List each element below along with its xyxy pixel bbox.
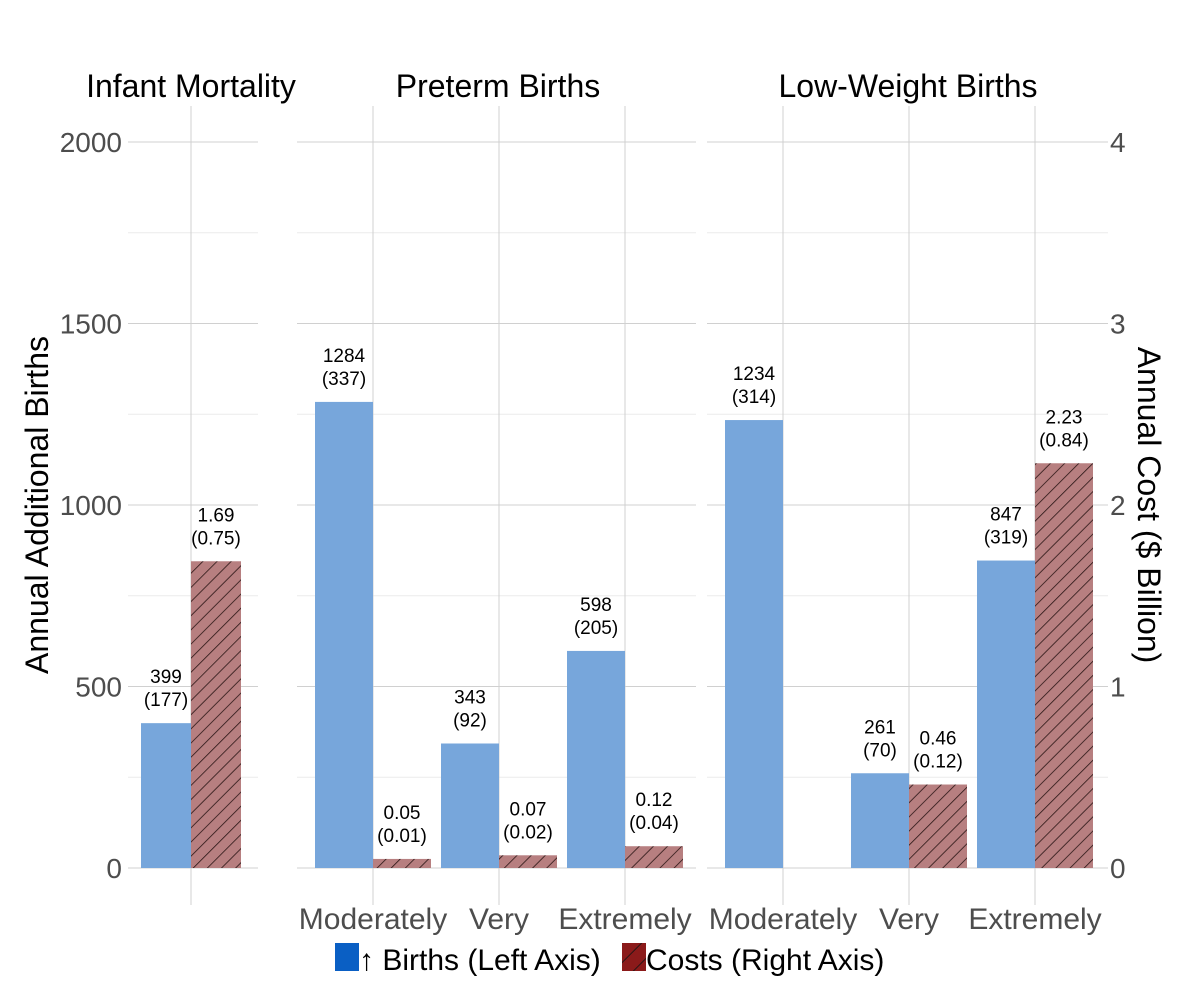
left-tick-label: 2000 [60, 127, 122, 158]
cost-bar [625, 846, 683, 868]
left-tick-label: 1500 [60, 309, 122, 340]
right-axis-title: Annual Cost ($ Billion) [1131, 347, 1167, 664]
panel-title: Low-Weight Births [778, 68, 1037, 104]
births-value-label: 1234 [733, 364, 776, 385]
cost-bar [373, 858, 431, 868]
cost-value-label: 2.23 [1046, 407, 1083, 428]
legend-births-label: ↑ Births (Left Axis) [359, 944, 601, 977]
births-bar [441, 743, 499, 868]
legend-costs-swatch [622, 943, 646, 971]
legend-costs-label: Costs (Right Axis) [646, 944, 884, 977]
cost-bar [1035, 463, 1093, 868]
cost-se-label: (0.12) [913, 752, 963, 773]
births-value-label: 261 [864, 717, 896, 738]
legend-births-swatch [335, 943, 359, 971]
births-value-label: 399 [150, 667, 182, 688]
left-tick-label: 1000 [60, 490, 122, 521]
right-tick-label: 4 [1110, 127, 1126, 158]
right-tick-label: 0 [1110, 853, 1126, 884]
births-value-label: 1284 [323, 346, 366, 367]
category-label: Moderately [709, 903, 857, 936]
births-se-label: (177) [144, 690, 188, 711]
category-label: Extremely [968, 903, 1101, 936]
births-bar [141, 723, 191, 868]
births-se-label: (92) [453, 710, 487, 731]
panel-title: Preterm Births [396, 68, 600, 104]
cost-value-label: 0.07 [510, 799, 547, 820]
births-se-label: (319) [984, 528, 1028, 549]
labels-layer: Infant Mortality 399(177) 1.69(0.75) Preter… [60, 68, 1126, 936]
births-se-label: (314) [732, 387, 776, 408]
births-value-label: 847 [990, 505, 1022, 526]
births-bar [315, 401, 373, 868]
cost-value-label: 0.46 [920, 729, 957, 750]
cost-value-label: 0.05 [384, 803, 421, 824]
left-axis-title: Annual Additional Births [19, 336, 55, 674]
births-se-label: (70) [863, 740, 897, 761]
legend: ↑ Births (Left Axis) Costs (Right Axis) [335, 943, 884, 977]
cost-value-label: 0.12 [636, 790, 673, 811]
left-tick-label: 0 [106, 853, 122, 884]
births-bar [851, 773, 909, 868]
births-se-label: (337) [322, 369, 366, 390]
cost-value-label: 1.69 [198, 505, 235, 526]
right-tick-label: 3 [1110, 309, 1126, 340]
right-tick-label: 2 [1110, 490, 1126, 521]
births-value-label: 598 [580, 595, 612, 616]
births-bar [567, 650, 625, 868]
cost-bar [499, 855, 557, 868]
category-label: Moderately [299, 903, 447, 936]
births-value-label: 343 [454, 687, 486, 708]
cost-se-label: (0.04) [629, 813, 679, 834]
right-tick-label: 1 [1110, 672, 1126, 703]
births-bar [725, 420, 783, 868]
category-label: Extremely [558, 903, 691, 936]
cost-se-label: (0.01) [377, 826, 427, 847]
category-label: Very [879, 903, 939, 936]
cost-se-label: (0.75) [191, 528, 241, 549]
bars-layer [141, 401, 1093, 868]
births-se-label: (205) [574, 618, 618, 639]
panel-title: Infant Mortality [86, 68, 296, 104]
cost-bar [191, 561, 241, 868]
cost-bar [909, 784, 967, 868]
cost-se-label: (0.02) [503, 822, 553, 843]
births-bar [977, 560, 1035, 868]
left-tick-label: 500 [75, 672, 122, 703]
category-label: Very [469, 903, 529, 936]
cost-se-label: (0.84) [1039, 430, 1089, 451]
